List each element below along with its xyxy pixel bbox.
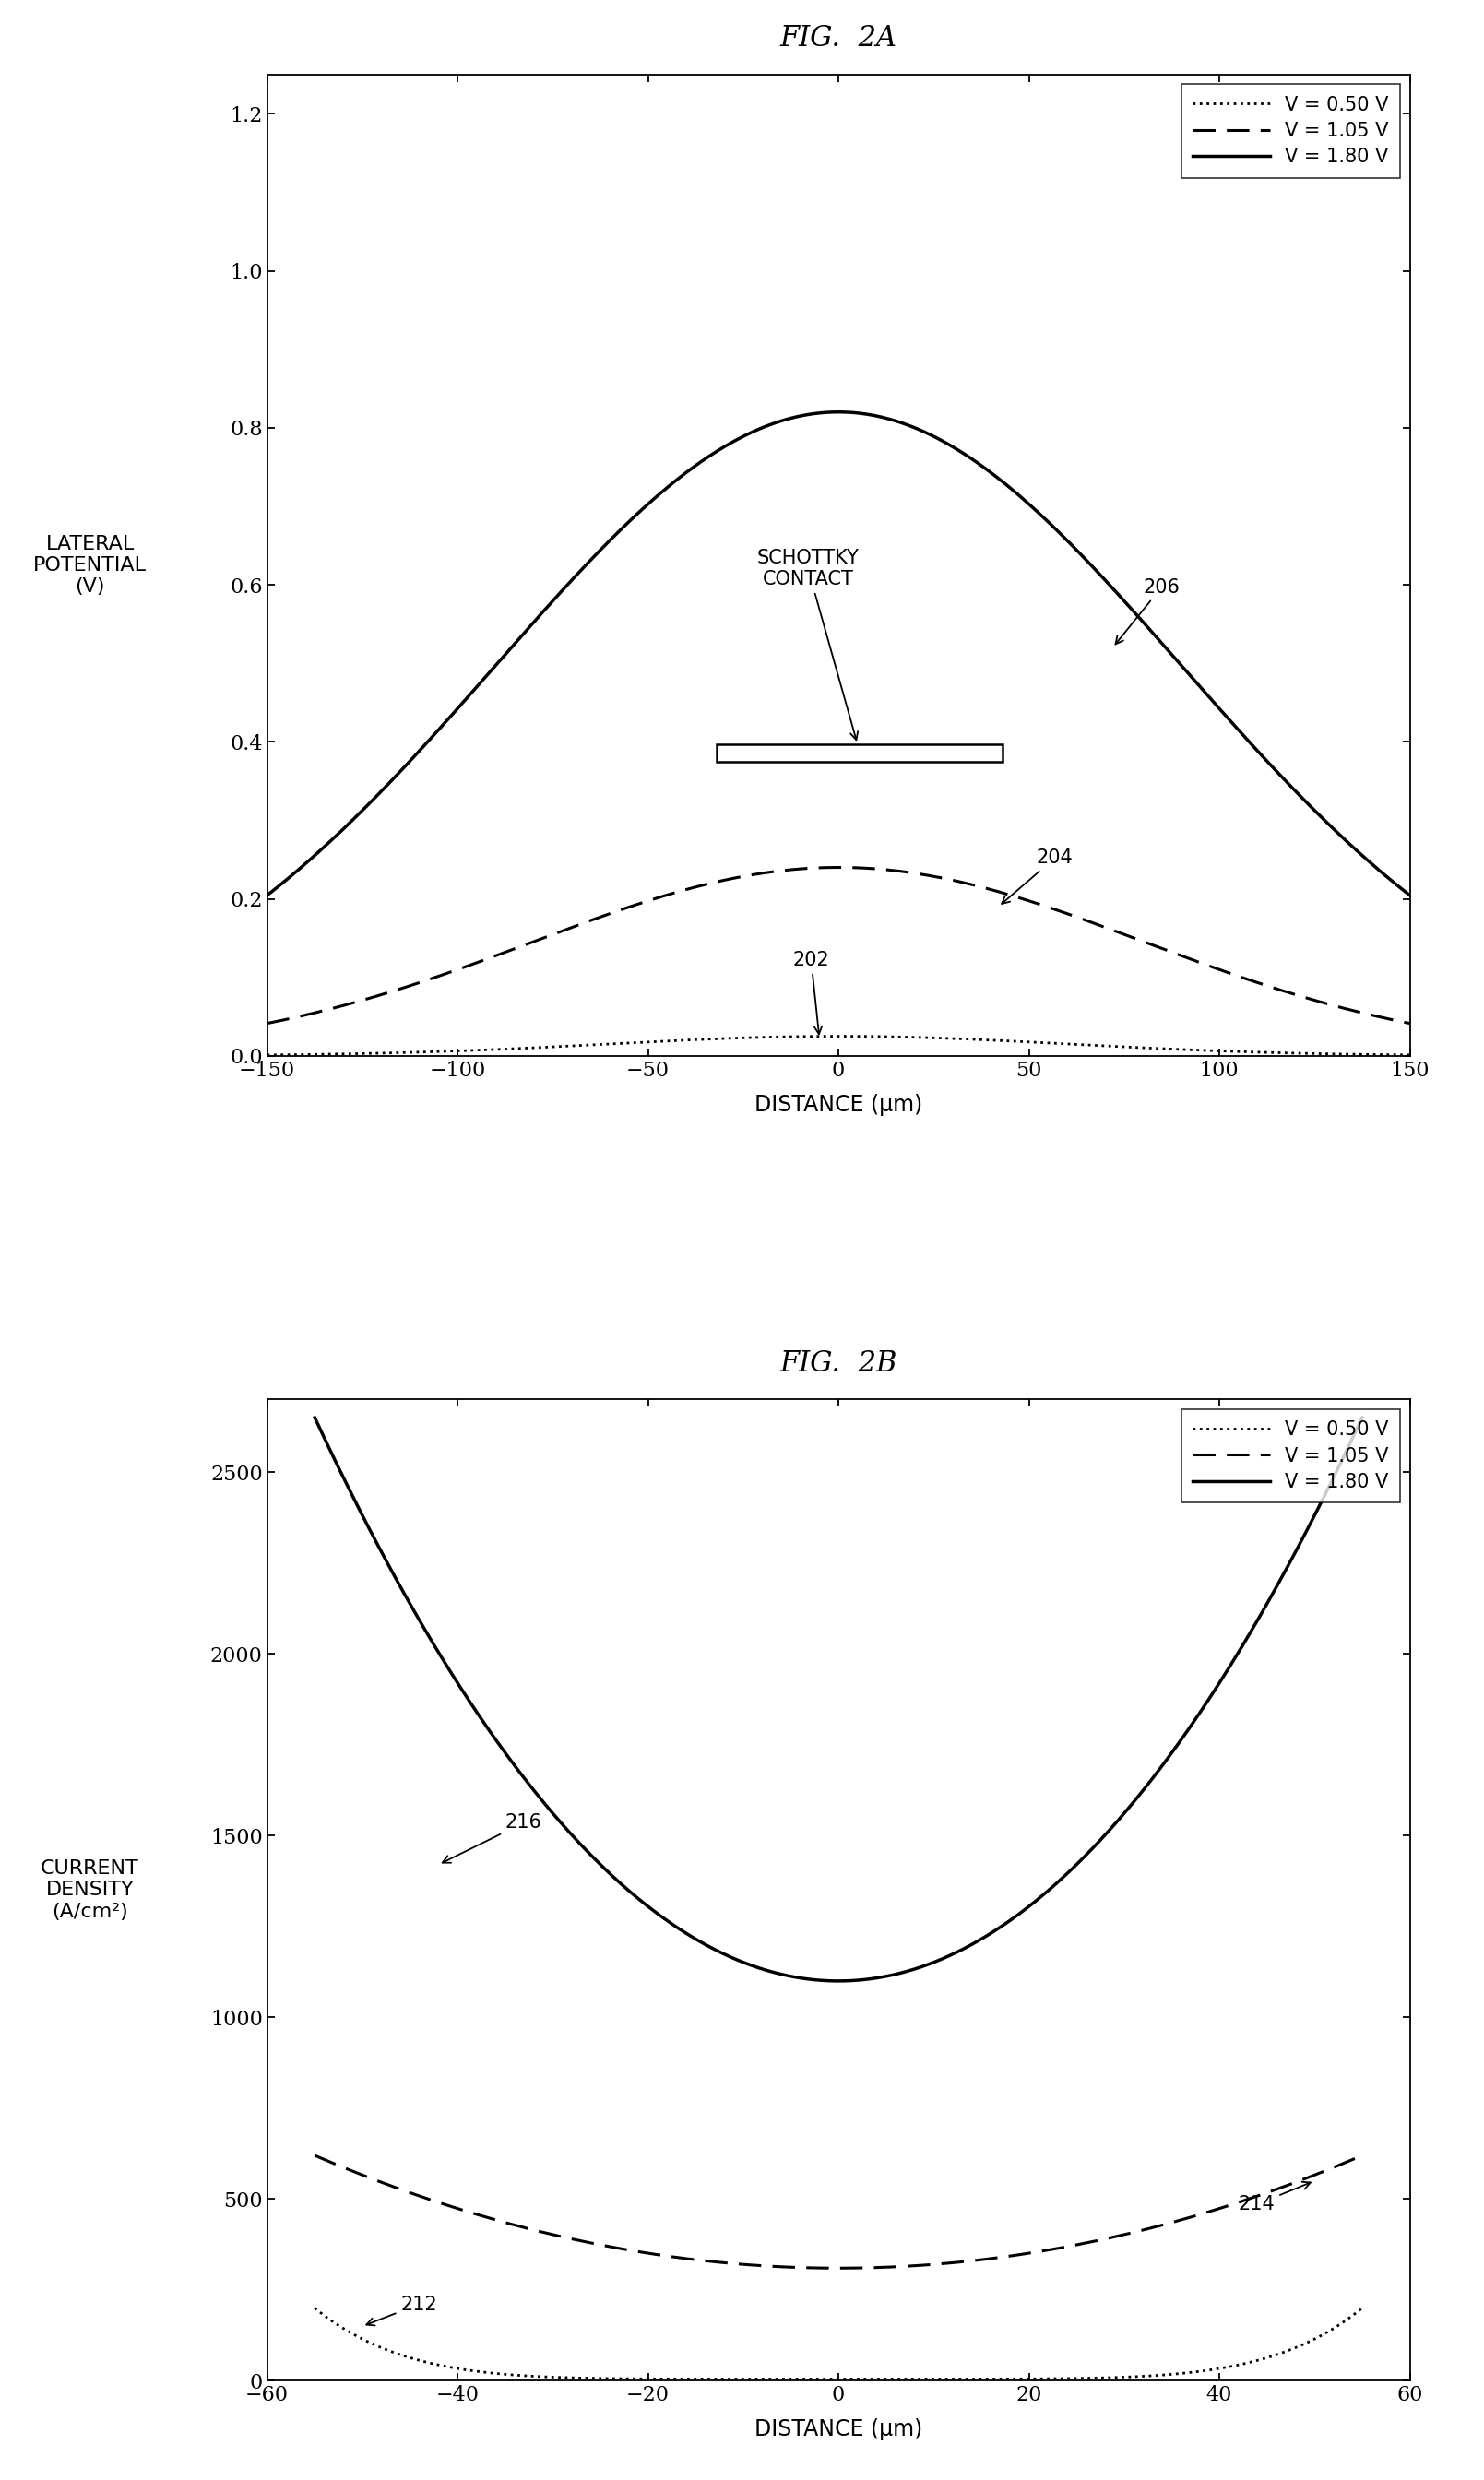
- Text: SCHOTTKY
CONTACT: SCHOTTKY CONTACT: [757, 548, 859, 739]
- Text: 202: 202: [792, 950, 830, 1034]
- X-axis label: DISTANCE (μm): DISTANCE (μm): [754, 1094, 923, 1116]
- Title: FIG.  2A: FIG. 2A: [781, 25, 896, 52]
- Text: 204: 204: [1002, 848, 1073, 903]
- Legend: V = 0.50 V, V = 1.05 V, V = 1.80 V: V = 0.50 V, V = 1.05 V, V = 1.80 V: [1181, 1409, 1401, 1503]
- Text: 206: 206: [1116, 578, 1180, 645]
- X-axis label: DISTANCE (μm): DISTANCE (μm): [754, 2418, 923, 2440]
- Bar: [717, 744, 1002, 761]
- Legend: V = 0.50 V, V = 1.05 V, V = 1.80 V: V = 0.50 V, V = 1.05 V, V = 1.80 V: [1181, 84, 1401, 179]
- Text: CURRENT
DENSITY
(A/cm²): CURRENT DENSITY (A/cm²): [40, 1860, 139, 1920]
- Text: 214: 214: [1238, 2182, 1310, 2215]
- Text: 212: 212: [367, 2294, 438, 2326]
- Title: FIG.  2B: FIG. 2B: [779, 1349, 898, 1376]
- Text: 216: 216: [442, 1813, 542, 1862]
- Text: LATERAL
POTENTIAL
(V): LATERAL POTENTIAL (V): [33, 536, 147, 595]
